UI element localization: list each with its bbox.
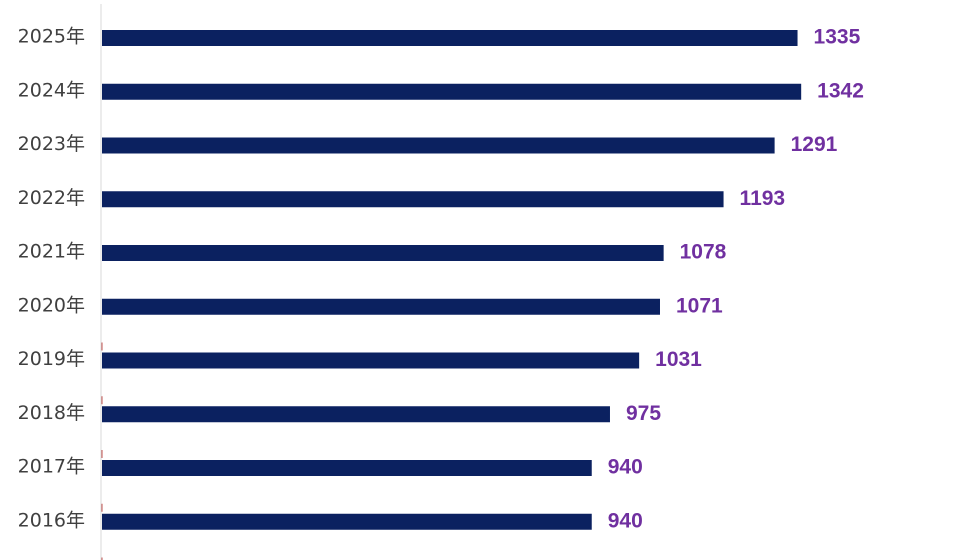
value-label: 1078 bbox=[680, 241, 727, 264]
bar bbox=[102, 406, 610, 423]
category-label: 2019年 bbox=[18, 348, 85, 370]
value-label: 1071 bbox=[676, 294, 723, 317]
value-label: 975 bbox=[626, 402, 661, 425]
category-labels: 2025年 2024年 2023年 2022年 2021年 2020年 2019年 2018年… bbox=[18, 26, 85, 532]
bars bbox=[102, 30, 802, 530]
bar bbox=[102, 352, 640, 369]
value-labels: 1335 1342 1291 1193 1078 1071 1031 975 940 940 bbox=[608, 26, 864, 533]
bar bbox=[102, 30, 798, 46]
bar bbox=[102, 298, 660, 315]
value-label: 940 bbox=[608, 456, 643, 479]
value-label: 1193 bbox=[740, 187, 786, 210]
category-label: 2016年 bbox=[18, 509, 85, 531]
value-label: 1031 bbox=[655, 348, 702, 371]
bar bbox=[102, 83, 802, 100]
category-label: 2024年 bbox=[18, 79, 85, 101]
bar bbox=[102, 191, 724, 208]
category-label: 2017年 bbox=[18, 456, 85, 478]
category-label: 2018年 bbox=[18, 402, 85, 424]
value-label: 940 bbox=[608, 509, 643, 532]
value-label: 1291 bbox=[791, 133, 838, 156]
category-label: 2021年 bbox=[18, 241, 85, 263]
value-label: 1342 bbox=[817, 79, 864, 102]
category-label: 2020年 bbox=[18, 294, 85, 316]
bar bbox=[102, 137, 775, 154]
category-label: 2023年 bbox=[18, 133, 85, 155]
bar bbox=[102, 245, 664, 261]
category-label: 2022年 bbox=[18, 187, 85, 209]
bar bbox=[102, 460, 592, 476]
bar bbox=[102, 513, 592, 530]
value-label: 1335 bbox=[814, 26, 861, 49]
category-label: 2025年 bbox=[18, 26, 85, 48]
